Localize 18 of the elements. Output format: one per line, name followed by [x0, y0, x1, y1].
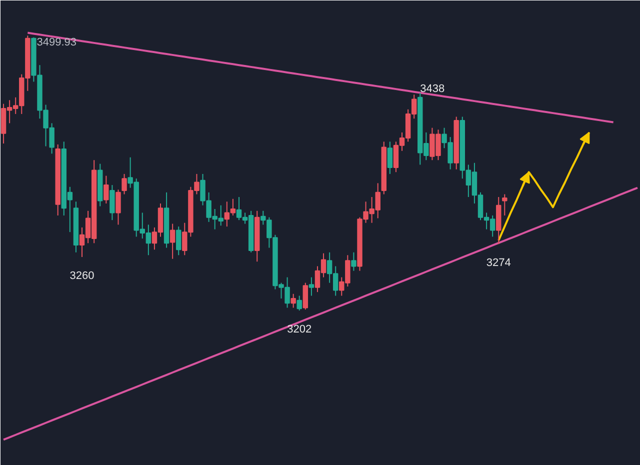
candlestick — [302, 282, 308, 310]
annotation: 3499.93 — [36, 36, 76, 49]
annotation: 3274 — [486, 257, 511, 270]
candlestick — [502, 194, 508, 216]
candlestick — [296, 295, 302, 311]
candlestick — [290, 293, 296, 308]
annotation: 3202 — [287, 324, 312, 336]
annotation: 3438 — [420, 82, 445, 95]
candlestick — [116, 189, 121, 226]
candlestick — [122, 173, 127, 195]
candlestick — [387, 141, 393, 174]
candlestick — [110, 184, 115, 221]
candlestick — [170, 223, 176, 260]
candlestick — [351, 252, 356, 272]
candlestick — [176, 226, 182, 256]
candlestick — [308, 276, 314, 296]
candlestick — [104, 175, 109, 204]
annotation: 3260 — [70, 270, 94, 282]
